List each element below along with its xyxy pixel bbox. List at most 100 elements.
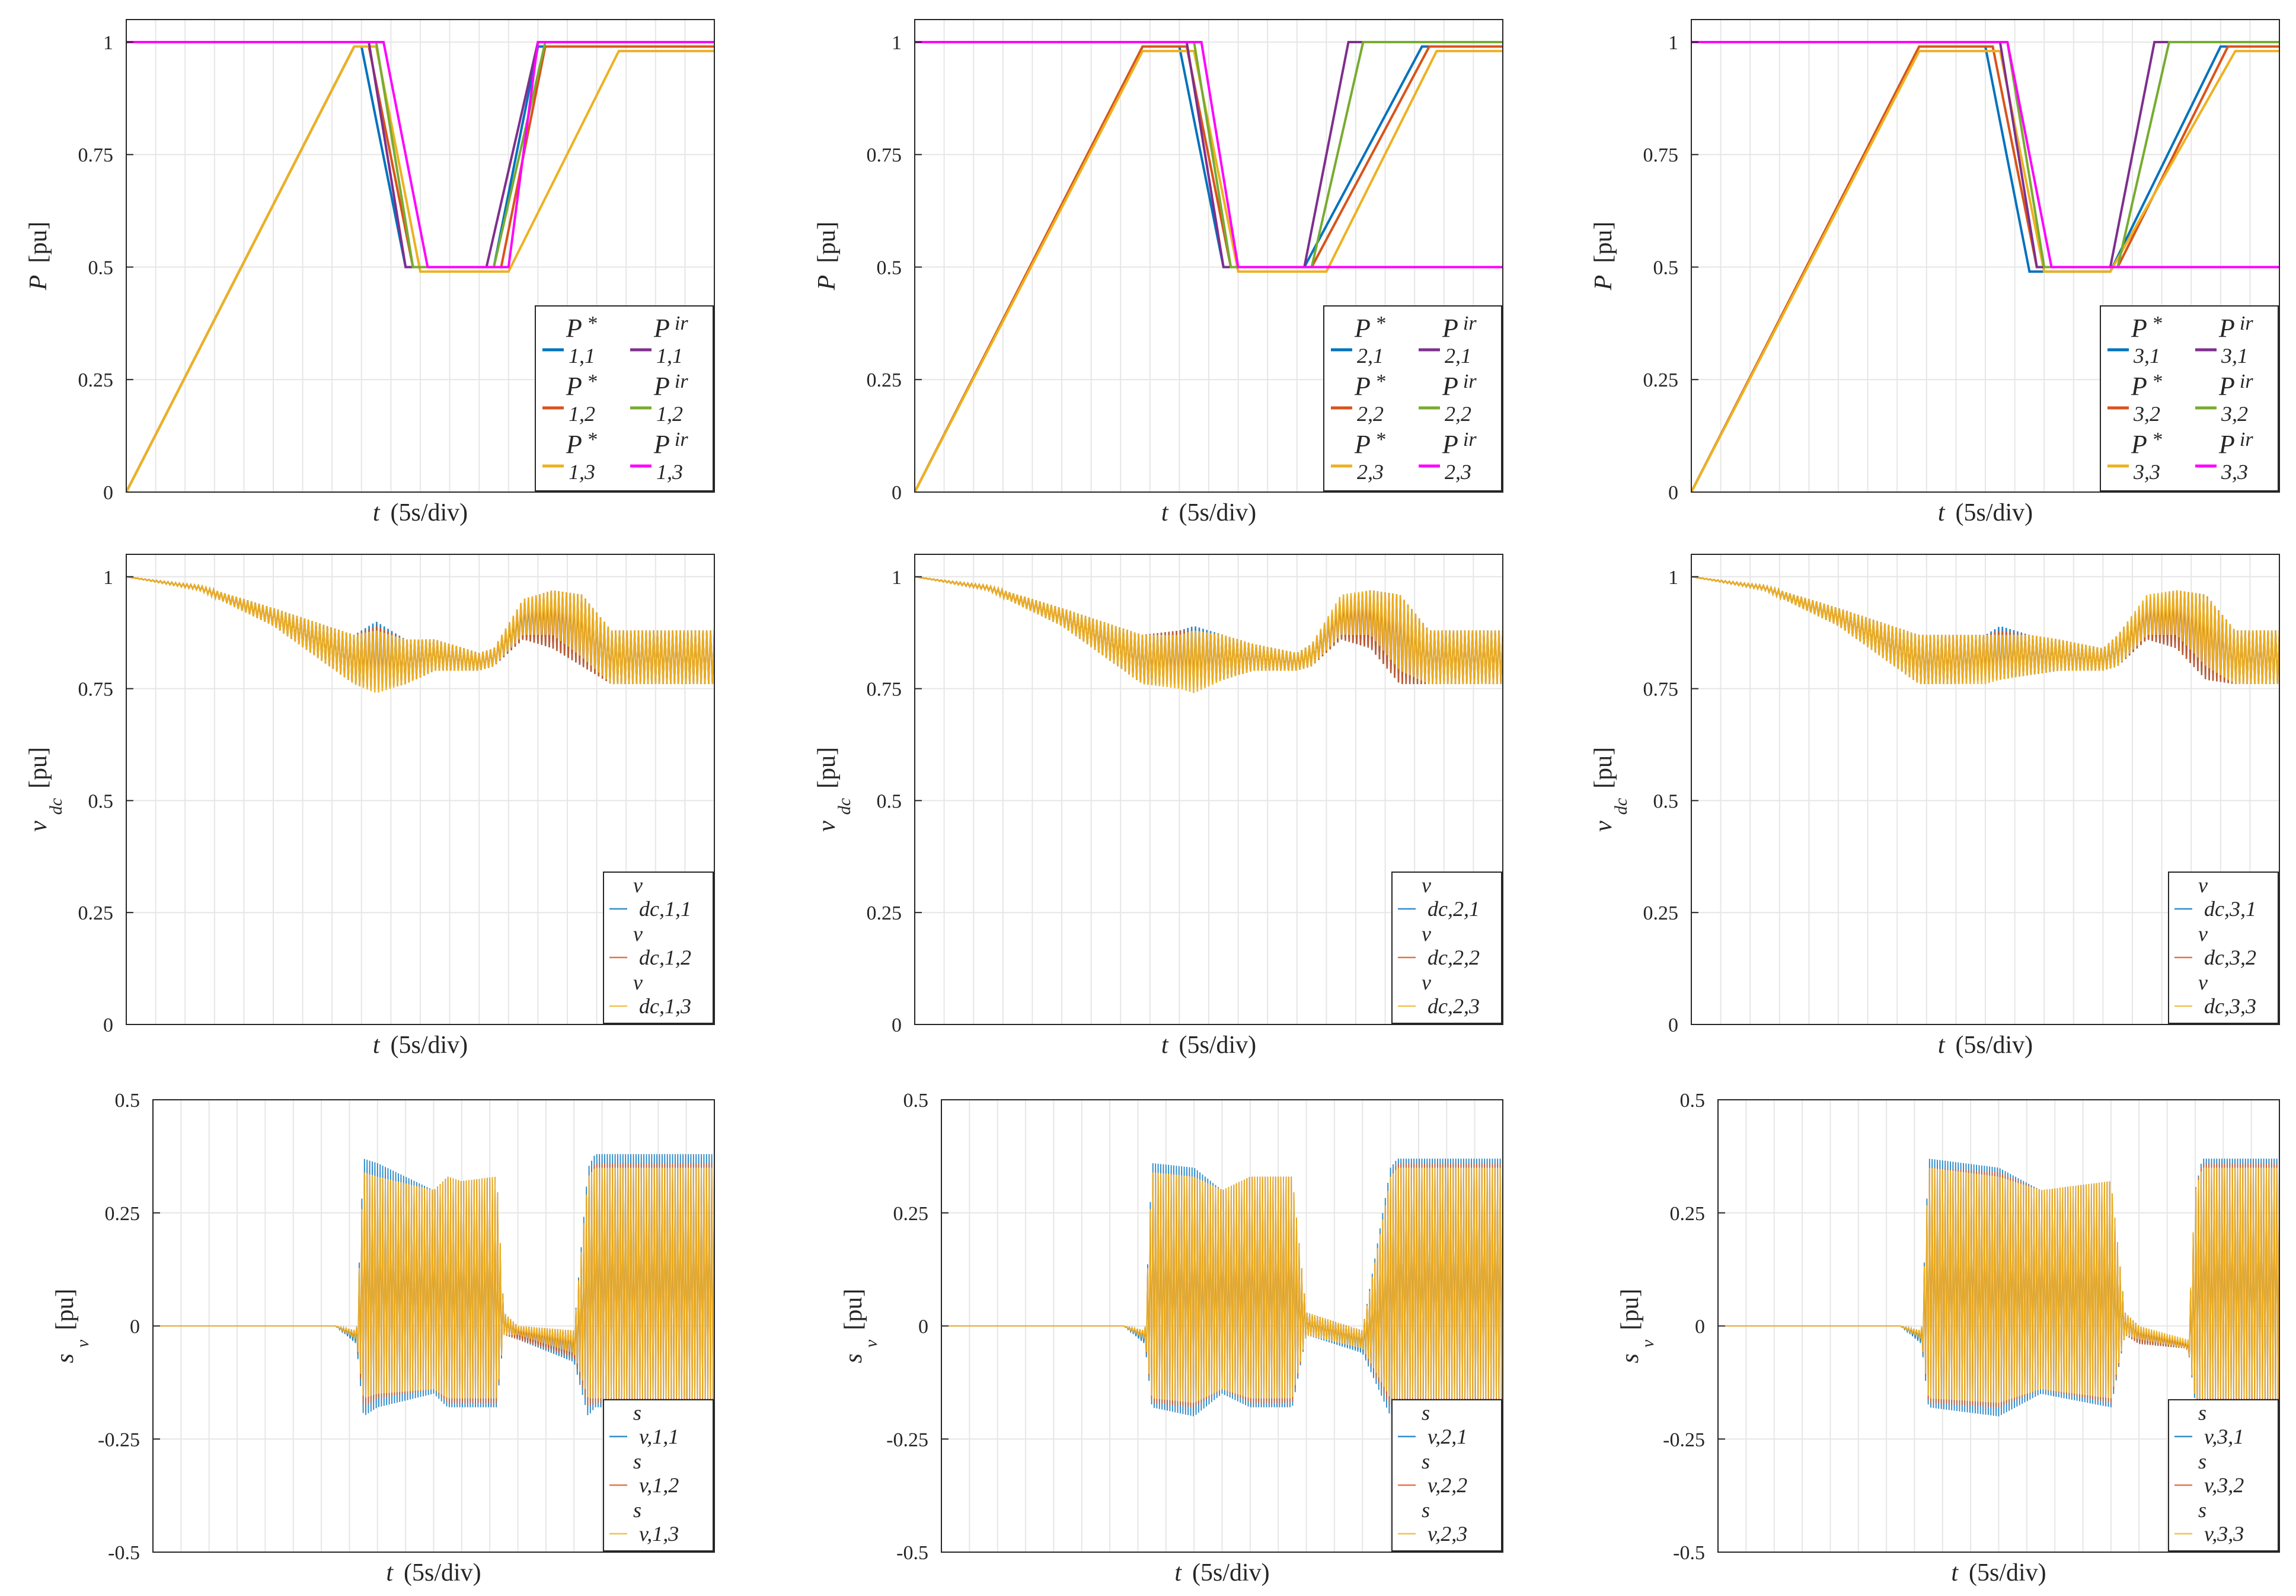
legend-sub: 3,1: [2133, 344, 2160, 368]
legend-symbol: v: [2198, 873, 2208, 897]
legend-sup: *: [587, 429, 597, 451]
legend-sup: ir: [675, 371, 688, 392]
y-tick-label: 0.75: [867, 679, 902, 701]
y-axis-unit: [pu]: [1617, 1289, 1644, 1330]
x-axis-symbol: t: [386, 1559, 394, 1587]
x-axis-unit: (5s/div): [1969, 1559, 2046, 1587]
y-axis-unit: [pu]: [813, 222, 841, 263]
y-tick-label: 0.5: [1653, 257, 1679, 279]
y-axis-subscript: dc: [1611, 798, 1631, 815]
legend-sup: *: [1375, 371, 1385, 392]
series-trace-sv,3,3: [1718, 1167, 2279, 1403]
series-line-P*1,3: [126, 45, 714, 492]
axes-box: [126, 554, 715, 1025]
legend: sv,3,1sv,3,2sv,3,3: [2168, 1399, 2279, 1552]
plot-area: [941, 1158, 1503, 1416]
y-tick-label: 0.25: [78, 902, 114, 924]
y-tick-label: 0.25: [105, 1203, 140, 1225]
legend-symbol: s: [1422, 1498, 1430, 1522]
series-trace-vdc,1,3: [126, 576, 714, 693]
legend-symbol: P: [1354, 314, 1371, 343]
legend-symbol: s: [633, 1498, 641, 1522]
legend-symbol: v: [1422, 922, 1431, 946]
y-axis-unit: [pu]: [840, 1289, 867, 1330]
plot-area: [1691, 576, 2279, 685]
series-line-Pir3,3: [1691, 41, 2279, 269]
legend-symbol: P: [566, 372, 582, 401]
y-axis-symbol: P: [1590, 275, 1617, 291]
legend-sub: dc,3,1: [2204, 897, 2256, 921]
y-tick-label: 0.75: [867, 145, 902, 167]
y-tick-label: 0.25: [1643, 902, 1679, 924]
y-axis-symbol: s: [840, 1354, 867, 1363]
legend-symbol: P: [653, 372, 670, 401]
legend-sub: v,2,2: [1428, 1473, 1467, 1497]
y-tick-label: 0.5: [88, 257, 114, 279]
legend-box: [1323, 305, 1502, 491]
x-axis-label: t (5s/div): [1951, 1559, 2046, 1587]
legend-entry: P *: [2131, 429, 2162, 459]
y-axis-unit: [pu]: [1590, 222, 1617, 263]
legend-symbol: P: [1354, 430, 1371, 459]
legend-symbol: P: [2218, 314, 2235, 343]
y-tick-label: 0.5: [877, 257, 902, 279]
legend: sv,1,1sv,1,2sv,1,3: [603, 1399, 714, 1552]
y-tick-label: -0.5: [896, 1542, 928, 1564]
legend-sub: 1,2: [569, 402, 595, 426]
legend-sup: *: [587, 312, 597, 334]
plot-area: [1718, 1158, 2279, 1417]
legend-symbol: s: [633, 1450, 641, 1473]
legend-symbol: P: [2131, 430, 2147, 459]
x-axis-symbol: t: [1938, 499, 1946, 526]
legend-symbol: P: [2131, 314, 2147, 343]
y-tick-label: 0.5: [903, 1090, 929, 1112]
legend-box: [603, 1399, 714, 1552]
legend-sup: ir: [2240, 312, 2253, 334]
legend-sub: 3,2: [2221, 402, 2248, 426]
legend-symbol: s: [1422, 1401, 1430, 1425]
y-axis-unit: [pu]: [25, 747, 52, 789]
y-axis-symbol: s: [1617, 1354, 1644, 1363]
legend-box: [603, 872, 714, 1024]
y-tick-label: 1: [892, 567, 902, 589]
y-tick-label: 0.5: [877, 790, 902, 812]
y-tick-label: 0.25: [1670, 1203, 1706, 1225]
legend-sub: 1,1: [656, 344, 683, 368]
legend: P *2,1P ir2,1P *2,2P ir2,2P *2,3P ir2,3: [1323, 305, 1502, 491]
y-axis-unit: [pu]: [52, 1289, 79, 1330]
plot-area: [153, 1154, 714, 1416]
y-axis-label: sv [pu]: [52, 1289, 92, 1364]
legend-sub: 2,3: [1445, 460, 1471, 484]
legend-sup: *: [2152, 312, 2162, 334]
y-tick-label: 0.75: [1643, 679, 1679, 701]
legend-sub: v,3,1: [2204, 1425, 2244, 1448]
y-tick-label: 1: [103, 567, 113, 589]
legend-box: [2168, 872, 2279, 1024]
legend: P *1,1P ir1,1P *1,2P ir1,2P *1,3P ir1,3: [535, 305, 714, 491]
legend-sub: v,1,1: [639, 1425, 679, 1448]
y-tick-label: 0.75: [78, 679, 114, 701]
legend-box: [2168, 1399, 2279, 1552]
y-axis-unit: [pu]: [1590, 747, 1617, 789]
y-tick-label: 0.5: [1680, 1090, 1706, 1112]
x-axis-label: t (5s/div): [1161, 1032, 1256, 1059]
y-tick-label: -0.25: [98, 1429, 140, 1451]
y-axis-unit: [pu]: [25, 222, 52, 263]
legend-sub: v,1,2: [639, 1473, 679, 1497]
axes-box: [914, 554, 1503, 1025]
x-axis-unit: (5s/div): [1956, 499, 2033, 526]
legend-sub: dc,2,3: [1428, 994, 1480, 1018]
legend-symbol: P: [1442, 314, 1458, 343]
legend-sub: v,1,3: [639, 1522, 679, 1546]
legend: sv,2,1sv,2,2sv,2,3: [1391, 1399, 1502, 1552]
y-tick-label: 0: [103, 1014, 113, 1036]
y-axis-symbol: v: [25, 821, 52, 832]
legend-symbol: v: [2198, 922, 2208, 946]
